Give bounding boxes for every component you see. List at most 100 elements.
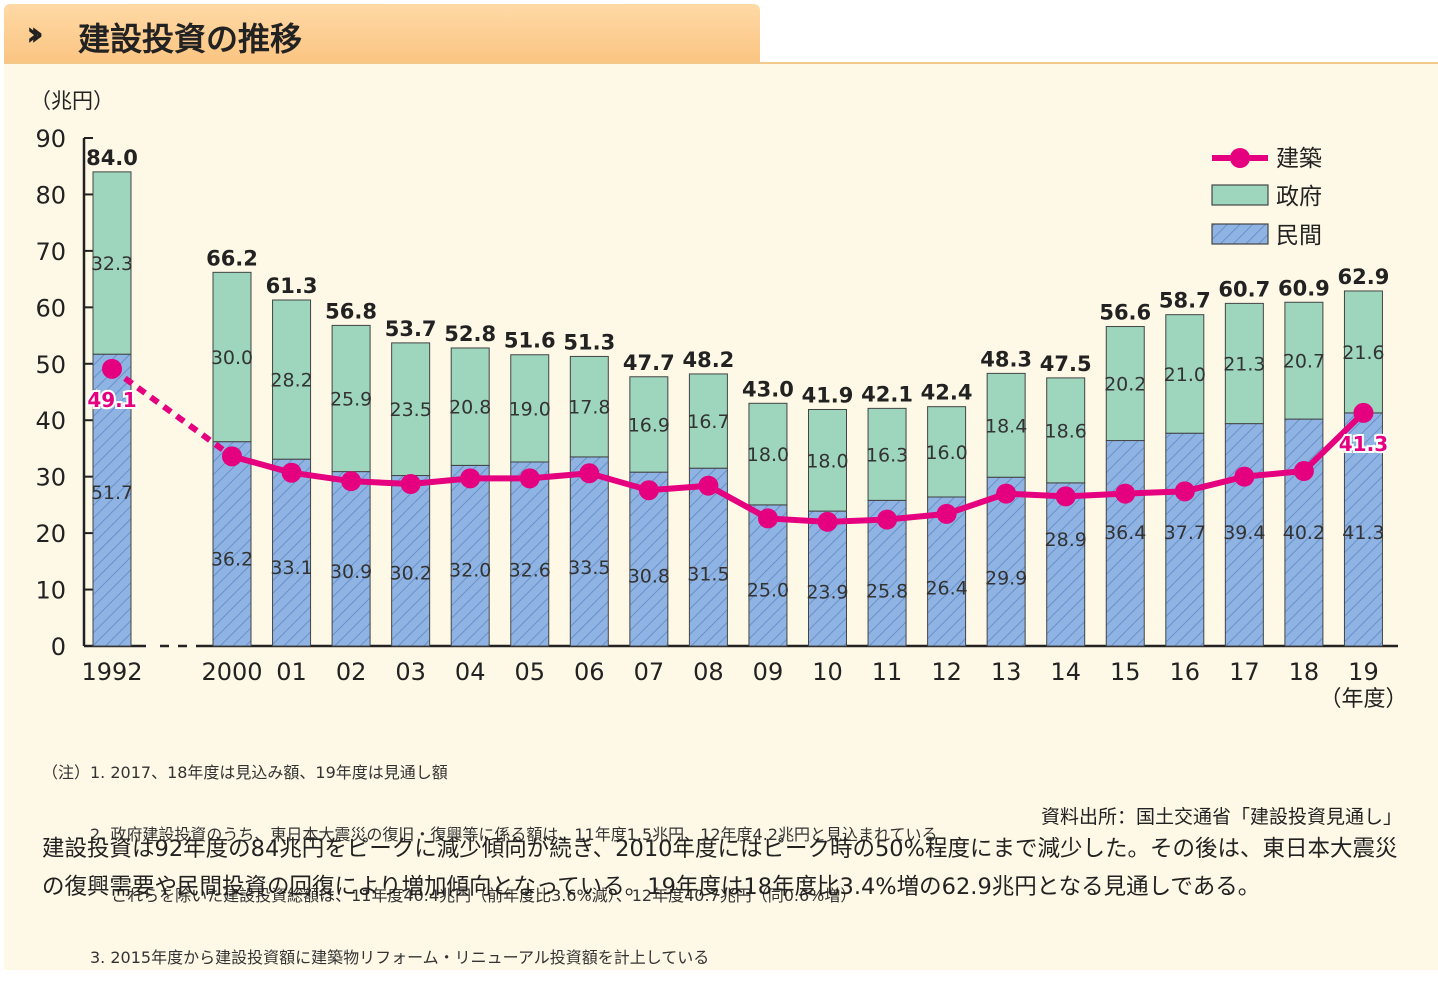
- bar-private-label: 30.8: [628, 566, 670, 588]
- bar-government: [629, 376, 669, 473]
- bar-government: [272, 299, 312, 460]
- bar-government: [688, 373, 728, 469]
- bar-total-label: 84.0: [86, 146, 138, 170]
- line-point: [1293, 461, 1314, 482]
- bar-government-label: 20.2: [1104, 374, 1146, 396]
- bar-private-label: 30.9: [330, 561, 372, 583]
- bar-total-label: 62.9: [1338, 265, 1390, 289]
- note-line: （注）1. 2017、18年度は見込み額、19年度は見通し額: [42, 763, 448, 782]
- line-segment-dashed: [110, 366, 234, 459]
- bar-government-label: 16.7: [687, 411, 729, 433]
- bar-private: [272, 458, 312, 647]
- bar-total-label: 53.7: [385, 317, 437, 341]
- bar-private-label: 33.1: [270, 557, 312, 579]
- bar-private: [808, 510, 847, 647]
- bar-government: [1165, 314, 1205, 434]
- bar-private: [450, 464, 490, 647]
- x-tick-label: 05: [514, 658, 545, 686]
- x-tick-label: 19: [1348, 658, 1379, 686]
- bar-government-label: 16.0: [925, 442, 967, 464]
- bar-private: [1105, 440, 1145, 647]
- bar-government-label: 28.2: [270, 370, 312, 392]
- bar-total-label: 48.3: [980, 347, 1032, 371]
- y-tick-label: 10: [35, 577, 66, 605]
- bar-private-label: 25.0: [747, 580, 789, 602]
- bar-government: [569, 355, 609, 458]
- bar-total-label: 43.0: [742, 377, 794, 401]
- y-tick-label: 0: [51, 633, 66, 661]
- bar-government: [1284, 301, 1324, 420]
- line-point-label: 41.3: [1339, 432, 1388, 456]
- bar-private-label: 39.4: [1223, 522, 1265, 544]
- bar-government-label: 21.0: [1164, 364, 1206, 386]
- line-point: [1353, 402, 1374, 423]
- line-point: [996, 483, 1017, 504]
- bar-private-label: 26.4: [925, 577, 967, 599]
- bar-government: [927, 406, 967, 498]
- x-axis-unit: （年度）: [1319, 687, 1407, 712]
- bar-government: [748, 402, 788, 506]
- x-tick-label: 1992: [81, 658, 142, 686]
- bar-government: [1105, 326, 1145, 442]
- bar-private-label: 51.7: [91, 482, 133, 504]
- bar-government-label: 30.0: [211, 347, 253, 369]
- line-point: [1234, 466, 1255, 487]
- bar-private-label: 32.6: [509, 560, 551, 582]
- bar-government: [867, 407, 907, 501]
- bar-total-label: 61.3: [266, 274, 318, 298]
- bar-government: [1224, 302, 1264, 425]
- bar-private: [569, 456, 609, 647]
- line-point: [341, 471, 362, 492]
- y-tick-label: 40: [35, 407, 66, 435]
- bar-private-label: 40.2: [1283, 522, 1325, 544]
- bar-government-label: 21.3: [1223, 353, 1265, 375]
- bar-total-label: 48.2: [682, 348, 734, 372]
- line-point: [757, 508, 778, 529]
- line-point: [281, 462, 302, 483]
- legend-label: 民間: [1276, 223, 1322, 249]
- line-point: [877, 509, 898, 530]
- bar-government-label: 25.9: [330, 388, 372, 410]
- line-point: [519, 468, 540, 489]
- bar-total-label: 52.8: [444, 322, 496, 346]
- line-point: [222, 446, 242, 467]
- bar-private: [92, 353, 132, 647]
- y-tick-label: 60: [35, 294, 66, 322]
- bar-government-label: 16.9: [628, 414, 670, 436]
- bar-private-label: 30.2: [389, 563, 431, 585]
- bar-total-label: 56.6: [1099, 301, 1151, 325]
- line-point: [1115, 483, 1136, 504]
- bar-total-label: 42.4: [921, 381, 973, 405]
- bar-private: [391, 475, 431, 647]
- source-note: 資料出所：国土交通省「建設投資見通し」: [1040, 806, 1402, 828]
- x-tick-label: 06: [574, 658, 605, 686]
- bar-total-label: 51.6: [504, 329, 556, 353]
- legend-line-marker: [1230, 148, 1250, 168]
- y-tick-label: 50: [35, 351, 66, 379]
- x-tick-label: 11: [872, 658, 903, 686]
- x-tick-label: 10: [812, 658, 843, 686]
- line-point: [936, 503, 957, 524]
- bar-total-label: 66.2: [206, 246, 258, 270]
- bar-government: [1046, 377, 1086, 484]
- x-tick-label: 15: [1110, 658, 1141, 686]
- bar-government-label: 32.3: [91, 253, 133, 275]
- bar-total-label: 47.5: [1040, 352, 1092, 376]
- bar-total-label: 41.9: [802, 383, 854, 407]
- summary-text: 建設投資は92年度の84兆円をピークに減少傾向が続き、2010年度にはピーク時の…: [42, 836, 1398, 900]
- x-tick-label: 09: [753, 658, 784, 686]
- bar-government-label: 18.4: [985, 415, 1027, 437]
- bar-private-label: 36.4: [1104, 522, 1146, 544]
- x-tick-label: 07: [634, 658, 665, 686]
- bar-total-label: 60.7: [1218, 277, 1270, 301]
- bar-government-label: 21.6: [1342, 342, 1384, 364]
- legend-label: 政府: [1276, 184, 1322, 210]
- line-point: [1055, 486, 1076, 507]
- x-tick-label: 18: [1289, 658, 1320, 686]
- line-point: [638, 480, 659, 501]
- bar-total-label: 58.7: [1159, 289, 1211, 313]
- y-tick-label: 90: [35, 125, 66, 153]
- bar-private: [212, 441, 252, 647]
- x-tick-label: 03: [395, 658, 426, 686]
- bar-government: [212, 271, 252, 443]
